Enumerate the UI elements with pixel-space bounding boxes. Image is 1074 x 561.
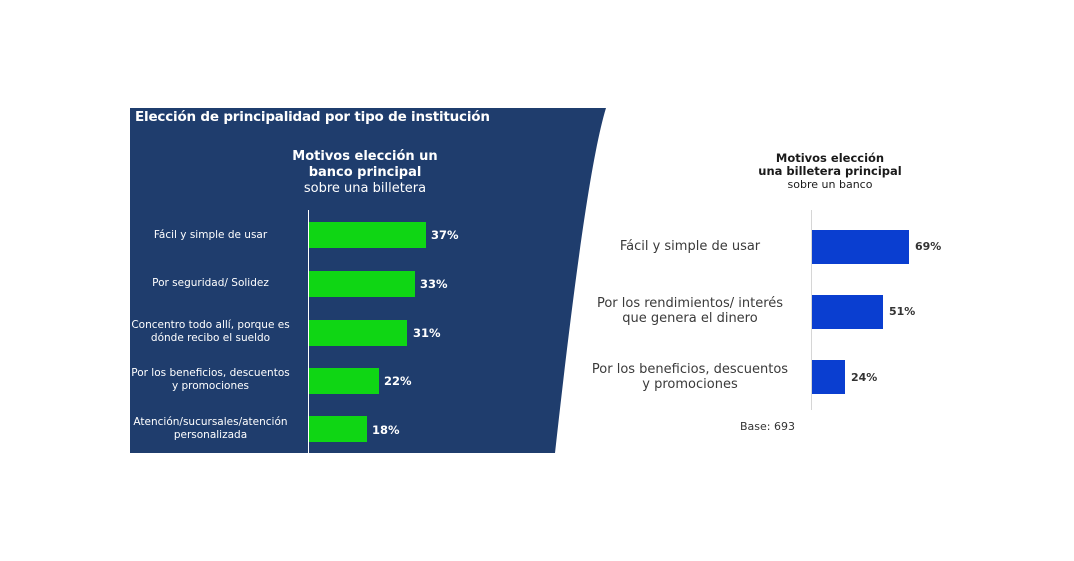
left-bar-value: 22% bbox=[384, 374, 412, 388]
right-chart-axis bbox=[811, 210, 812, 410]
right-chart-heading: Motivos elección una billetera principal… bbox=[720, 151, 940, 192]
left-bar-value: 37% bbox=[431, 228, 459, 242]
base-sample-size: Base: 693 bbox=[740, 420, 795, 433]
label-line: dónde recibo el sueldo bbox=[150, 332, 271, 344]
label-line: y promociones bbox=[171, 380, 250, 392]
panel-title: Elección de principalidad por tipo de in… bbox=[135, 109, 490, 125]
left-bar bbox=[309, 368, 379, 394]
left-bar bbox=[309, 416, 367, 442]
left-heading-line2: banco principal bbox=[308, 165, 422, 180]
right-row-label: Por los rendimientos/ interés que genera… bbox=[580, 296, 800, 326]
right-heading-line1: Motivos elección bbox=[775, 151, 885, 165]
right-heading-line3: sobre un banco bbox=[787, 178, 873, 191]
label-line: Concentro todo allí, porque es bbox=[131, 319, 290, 331]
left-row-label: Por los beneficios, descuentos y promoci… bbox=[123, 367, 298, 393]
left-heading-line3: sobre una billetera bbox=[303, 181, 427, 196]
right-bar bbox=[812, 230, 909, 264]
left-row-label: Concentro todo allí, porque es dónde rec… bbox=[123, 319, 298, 345]
left-bar bbox=[309, 222, 426, 248]
label-line: Por los rendimientos/ interés bbox=[596, 296, 784, 311]
left-row-label: Fácil y simple de usar bbox=[123, 229, 298, 242]
left-row-label: Por seguridad/ Solidez bbox=[123, 277, 298, 290]
left-heading-line1: Motivos elección un bbox=[292, 149, 438, 164]
right-heading-line2: una billetera principal bbox=[758, 164, 902, 178]
label-line: Por los beneficios, descuentos bbox=[591, 362, 789, 377]
right-bar-value: 69% bbox=[915, 240, 942, 253]
right-bar-value: 51% bbox=[889, 305, 916, 318]
left-bar-value: 31% bbox=[413, 326, 441, 340]
right-row-label: Fácil y simple de usar bbox=[580, 239, 800, 254]
label-line: Por los beneficios, descuentos bbox=[131, 367, 290, 379]
left-bar-value: 33% bbox=[420, 277, 448, 291]
right-bar bbox=[812, 360, 845, 394]
label-line: Por seguridad/ Solidez bbox=[152, 277, 269, 289]
left-bar bbox=[309, 320, 407, 346]
label-line: Fácil y simple de usar bbox=[153, 229, 268, 241]
left-chart-heading: Motivos elección un banco principal sobr… bbox=[240, 149, 490, 197]
left-chart-axis bbox=[308, 210, 309, 453]
label-line: Atención/sucursales/atención bbox=[133, 416, 288, 428]
right-row-label: Por los beneficios, descuentos y promoci… bbox=[580, 362, 800, 392]
label-line: que genera el dinero bbox=[622, 311, 758, 326]
label-line: personalizada bbox=[173, 429, 248, 441]
left-bar bbox=[309, 271, 415, 297]
left-row-label: Atención/sucursales/atención personaliza… bbox=[123, 416, 298, 442]
right-bar bbox=[812, 295, 883, 329]
label-line: Fácil y simple de usar bbox=[619, 239, 761, 254]
right-bar-value: 24% bbox=[851, 371, 878, 384]
label-line: y promociones bbox=[642, 377, 738, 392]
left-bar-value: 18% bbox=[372, 423, 400, 437]
